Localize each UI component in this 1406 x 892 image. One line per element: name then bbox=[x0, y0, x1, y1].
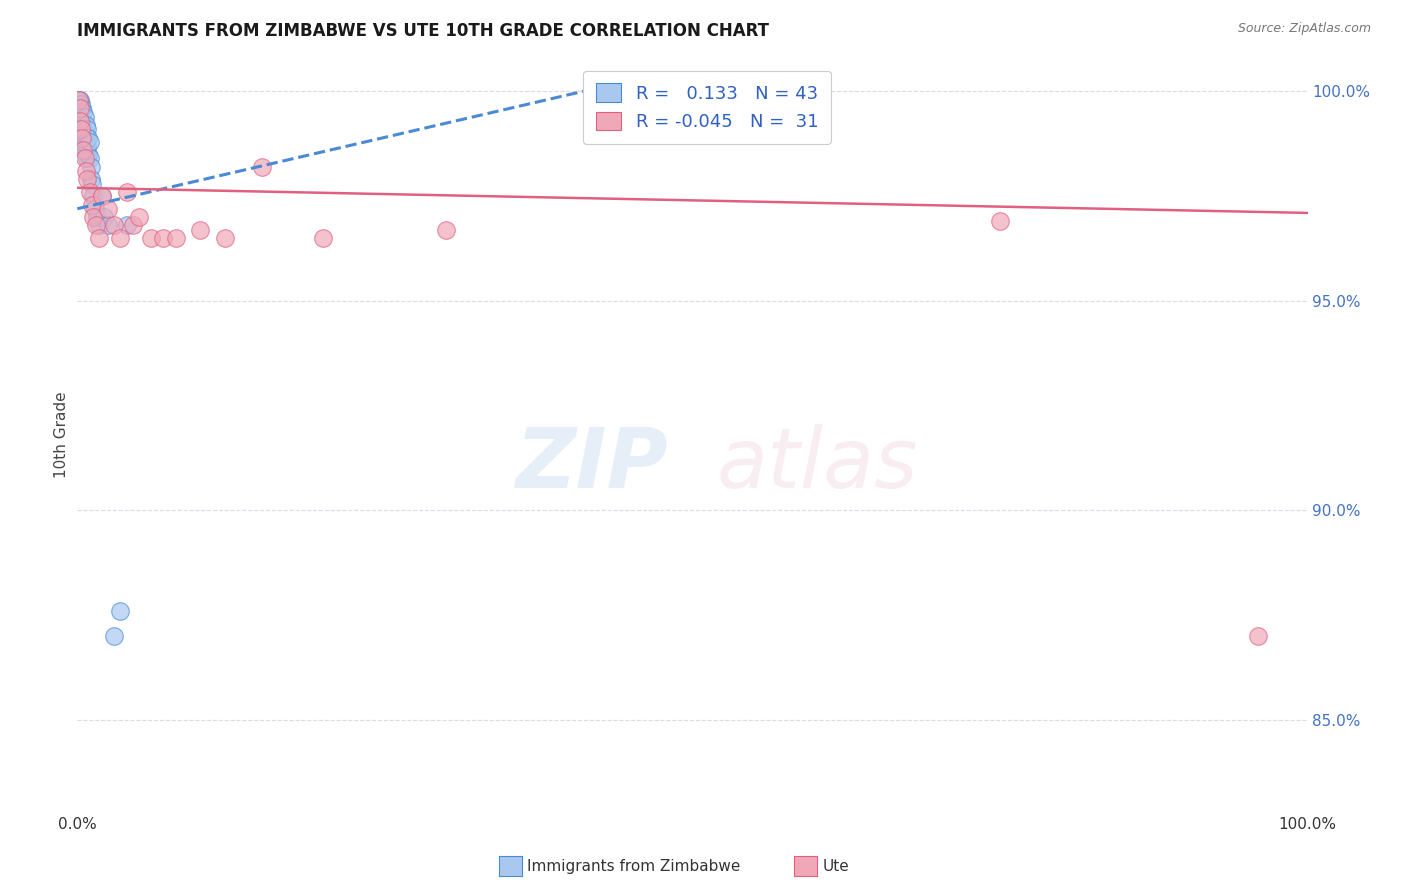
Point bbox=[70, 97, 93, 112]
Text: IMMIGRANTS FROM ZIMBABWE VS UTE 10TH GRADE CORRELATION CHART: IMMIGRANTS FROM ZIMBABWE VS UTE 10TH GRA… bbox=[77, 22, 769, 40]
Point bbox=[69, 127, 91, 141]
Point bbox=[82, 210, 104, 224]
Point bbox=[77, 130, 100, 145]
Point bbox=[103, 219, 125, 233]
Text: atlas: atlas bbox=[717, 425, 918, 506]
Text: Ute: Ute bbox=[823, 859, 849, 873]
Point bbox=[82, 177, 104, 191]
Point bbox=[67, 110, 90, 124]
Point bbox=[75, 118, 97, 132]
Point bbox=[76, 139, 98, 153]
Point bbox=[436, 222, 458, 236]
Point bbox=[988, 214, 1011, 228]
Point bbox=[80, 160, 103, 174]
Point bbox=[190, 222, 212, 236]
Point bbox=[250, 160, 273, 174]
Point bbox=[128, 210, 150, 224]
Point bbox=[76, 152, 98, 166]
Point bbox=[93, 210, 115, 224]
Point bbox=[110, 604, 132, 618]
Point bbox=[152, 231, 174, 245]
Point bbox=[75, 164, 97, 178]
Point bbox=[75, 130, 97, 145]
Point bbox=[67, 93, 90, 107]
Text: Immigrants from Zimbabwe: Immigrants from Zimbabwe bbox=[527, 859, 741, 873]
Point bbox=[1247, 629, 1270, 643]
Point bbox=[73, 139, 96, 153]
Point bbox=[70, 139, 93, 153]
Point bbox=[103, 629, 125, 643]
Point bbox=[312, 231, 335, 245]
Point bbox=[76, 172, 98, 186]
Point bbox=[69, 118, 91, 132]
Point bbox=[97, 219, 120, 233]
Point bbox=[75, 143, 97, 157]
Point bbox=[82, 189, 104, 203]
Point bbox=[83, 202, 105, 216]
Point bbox=[73, 110, 96, 124]
Point bbox=[69, 105, 91, 120]
Point bbox=[84, 219, 107, 233]
Point bbox=[76, 122, 98, 136]
Point bbox=[70, 113, 93, 128]
Y-axis label: 10th Grade: 10th Grade bbox=[53, 392, 69, 478]
Point bbox=[67, 93, 90, 107]
Point bbox=[79, 135, 101, 149]
Point bbox=[214, 231, 236, 245]
Point bbox=[80, 172, 103, 186]
Point bbox=[97, 202, 120, 216]
Point bbox=[79, 152, 101, 166]
Point bbox=[73, 127, 96, 141]
Point bbox=[89, 219, 111, 233]
Point bbox=[86, 210, 108, 224]
Point bbox=[121, 219, 143, 233]
Point bbox=[82, 197, 104, 211]
Point bbox=[72, 135, 94, 149]
Point bbox=[70, 113, 93, 128]
Point bbox=[79, 185, 101, 199]
Point bbox=[72, 143, 94, 157]
Point bbox=[89, 231, 111, 245]
Point bbox=[70, 127, 93, 141]
Point bbox=[69, 93, 91, 107]
Point bbox=[67, 101, 90, 115]
Point bbox=[115, 185, 138, 199]
Point bbox=[110, 231, 132, 245]
Point bbox=[69, 101, 91, 115]
Point bbox=[70, 127, 93, 141]
Point bbox=[70, 101, 93, 115]
Point bbox=[72, 105, 94, 120]
Text: Source: ZipAtlas.com: Source: ZipAtlas.com bbox=[1237, 22, 1371, 36]
Legend: R =   0.133   N = 43, R = -0.045   N =  31: R = 0.133 N = 43, R = -0.045 N = 31 bbox=[583, 70, 831, 144]
Point bbox=[73, 152, 96, 166]
Point bbox=[77, 147, 100, 161]
Point bbox=[115, 219, 138, 233]
Point bbox=[69, 113, 91, 128]
Text: ZIP: ZIP bbox=[515, 425, 668, 506]
Point bbox=[70, 130, 93, 145]
Point bbox=[90, 189, 114, 203]
Point bbox=[165, 231, 187, 245]
Point bbox=[70, 122, 93, 136]
Point bbox=[90, 189, 114, 203]
Point bbox=[141, 231, 163, 245]
Point bbox=[72, 122, 94, 136]
